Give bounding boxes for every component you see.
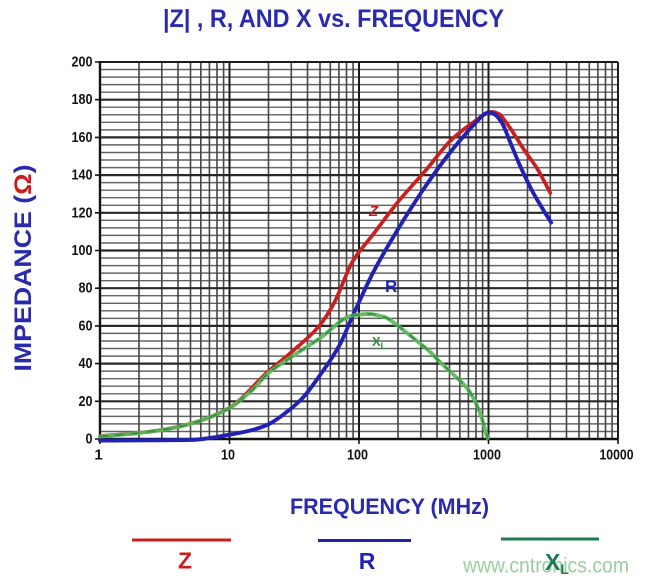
svg-text:120: 120	[72, 204, 93, 221]
svg-text:140: 140	[72, 167, 93, 184]
svg-text:10: 10	[221, 447, 235, 464]
svg-text:IMPEDANCE (Ω): IMPEDANCE (Ω)	[10, 165, 37, 372]
svg-text:80: 80	[79, 280, 93, 297]
svg-text:10000: 10000	[600, 447, 634, 464]
svg-text:www.cntronics.com: www.cntronics.com	[462, 555, 629, 578]
svg-text:Z: Z	[178, 548, 192, 574]
svg-text:1000: 1000	[473, 447, 501, 464]
svg-text:40: 40	[79, 355, 93, 372]
svg-text:20: 20	[79, 393, 93, 410]
svg-text:160: 160	[72, 129, 93, 146]
svg-text:100: 100	[347, 447, 368, 464]
svg-text:1: 1	[94, 447, 102, 464]
svg-text:200: 200	[72, 54, 93, 71]
svg-text:0: 0	[86, 431, 93, 448]
svg-text:FREQUENCY (MHz): FREQUENCY (MHz)	[290, 494, 489, 519]
svg-text:100: 100	[72, 242, 93, 259]
svg-text:180: 180	[72, 91, 93, 108]
svg-text:60: 60	[79, 317, 93, 334]
svg-text:Z: Z	[368, 203, 379, 220]
svg-text:R: R	[385, 277, 397, 296]
svg-text:|Z| , R, AND X vs. FREQUENCY: |Z| , R, AND X vs. FREQUENCY	[163, 5, 504, 33]
svg-text:R: R	[359, 548, 376, 574]
